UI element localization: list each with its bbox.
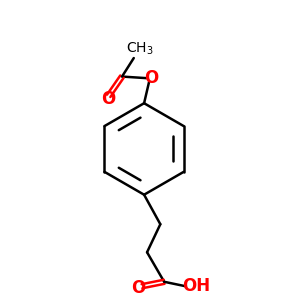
Text: OH: OH [182, 277, 210, 295]
Text: O: O [144, 69, 159, 87]
Text: O: O [102, 90, 116, 108]
Text: O: O [131, 279, 145, 297]
Text: CH$_3$: CH$_3$ [126, 41, 154, 57]
